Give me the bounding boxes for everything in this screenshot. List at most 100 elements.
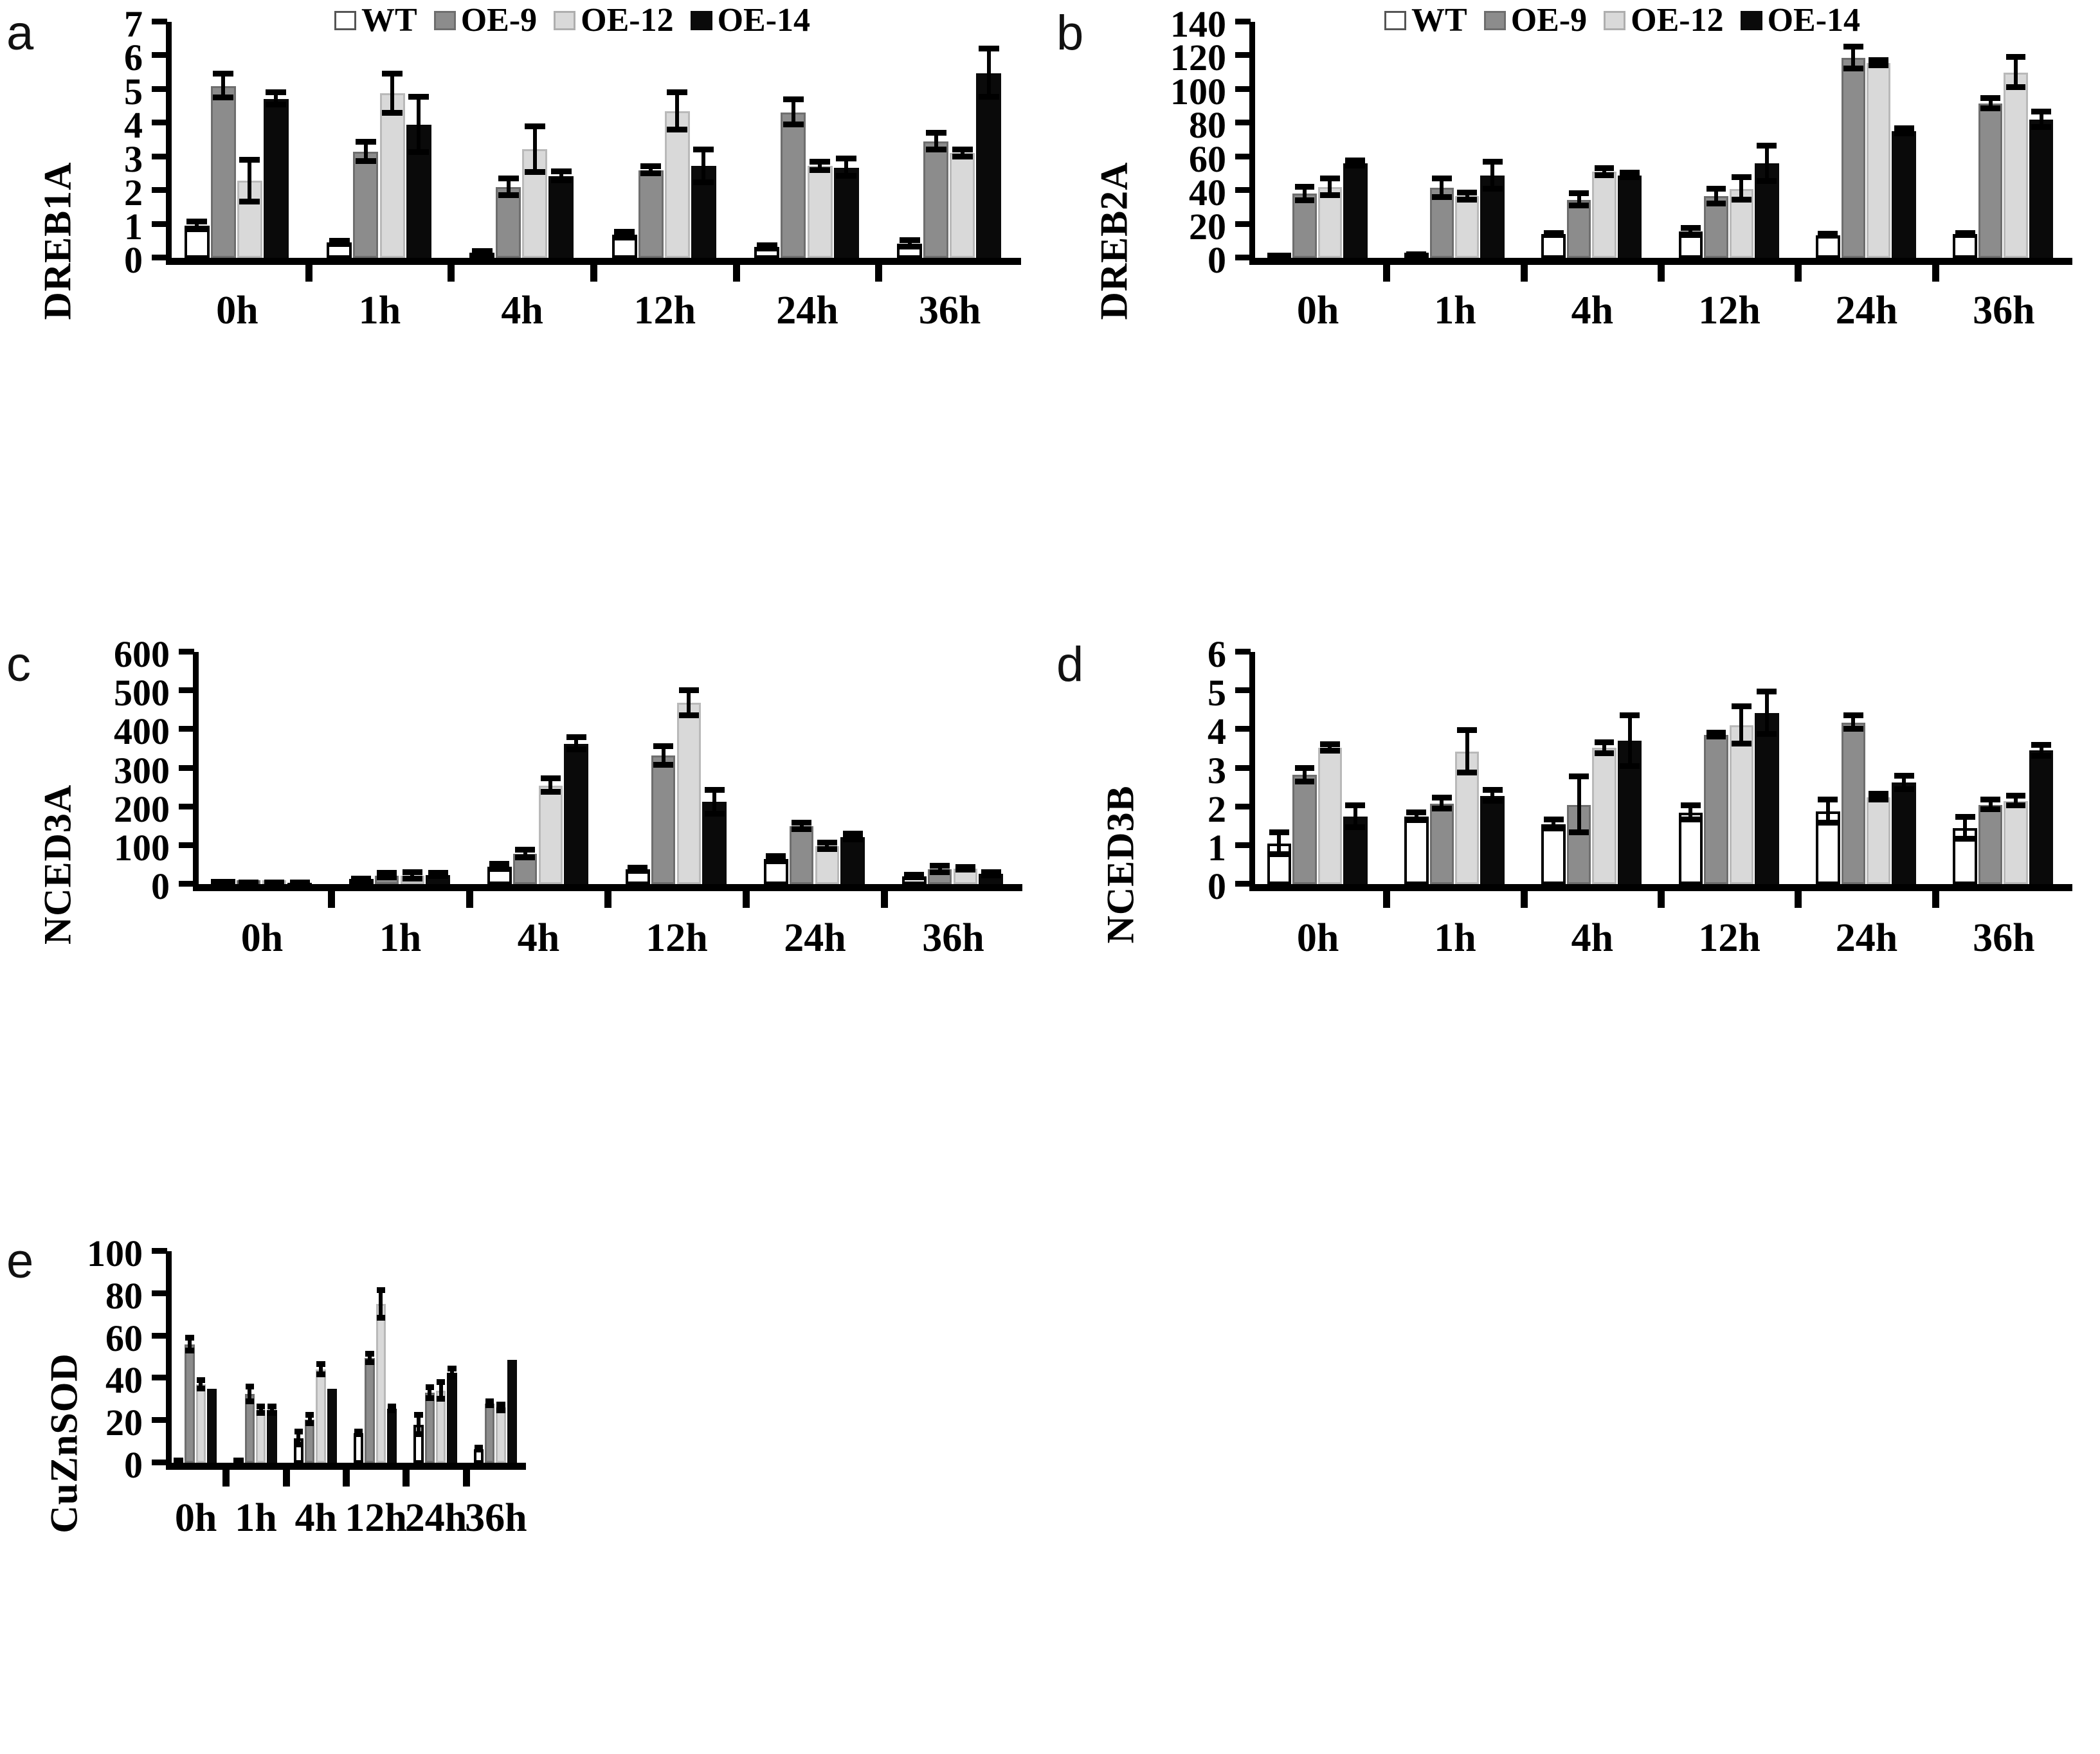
bar-a-0h-oe9: [210, 86, 236, 258]
error-bar-cap: [316, 1371, 325, 1378]
legend-item-oe-14: OE-14: [1740, 2, 1861, 39]
error-bar: [368, 1353, 372, 1362]
y-axis-tick: [1235, 764, 1251, 771]
error-bar-cap: [540, 775, 561, 781]
error-bar-cap: [614, 235, 635, 241]
error-bar: [363, 142, 368, 161]
bar-e-24h-oe9: [424, 1393, 435, 1463]
x-axis-category-label: 0h: [1296, 916, 1339, 960]
error-bar-cap: [1894, 131, 1914, 137]
x-axis-tick: [1383, 891, 1391, 908]
bar-a-24h-oe9: [781, 112, 806, 258]
error-bar-cap: [667, 126, 688, 132]
legend-swatch-icon: [1604, 11, 1626, 30]
error-bar-cap: [925, 130, 946, 136]
error-bar-cap: [1869, 62, 1889, 69]
error-bar-cap: [1431, 795, 1452, 801]
error-bar-cap: [899, 237, 920, 243]
x-axis-spine: [166, 1463, 526, 1470]
error-bar-cap: [196, 1377, 206, 1383]
x-axis-category-label: 1h: [379, 916, 422, 960]
legend-label: OE-14: [1767, 2, 1861, 39]
error-bar-cap: [640, 170, 662, 176]
error-bar: [818, 162, 822, 170]
legend-item-oe-9: OE-9: [433, 4, 537, 37]
x-axis-tick: [1658, 265, 1665, 282]
error-bar-cap: [256, 1403, 266, 1409]
bar-c-4h-oe12: [538, 785, 563, 884]
bar-e-1h-wt: [233, 1458, 244, 1463]
error-bar-cap: [640, 163, 662, 170]
error-bar-cap: [485, 1398, 494, 1404]
x-axis-category-label: 1h: [235, 1496, 277, 1540]
y-axis-tick-label: 80: [1189, 104, 1226, 147]
error-bar-cap: [1269, 829, 1289, 835]
error-bar-cap: [1457, 770, 1478, 776]
bar-d-1h-oe9: [1429, 803, 1454, 884]
error-bar-cap: [766, 853, 786, 860]
y-axis-tick: [152, 1375, 167, 1381]
bar-b-36h-wt: [1953, 234, 1977, 258]
y-axis-tick-label: 100: [1170, 70, 1226, 113]
error-bar-cap: [1569, 773, 1589, 780]
y-axis-tick: [179, 842, 194, 848]
error-bar: [428, 1388, 432, 1398]
x-axis-category-label: 0h: [216, 289, 258, 332]
error-bar: [1465, 730, 1469, 773]
x-axis-tick: [222, 1470, 230, 1487]
y-axis-tick-label: 1: [1208, 826, 1226, 869]
error-bar-cap: [540, 789, 561, 795]
x-axis-category-label: 0h: [174, 1496, 217, 1540]
y-axis-tick-label: 4: [124, 104, 143, 147]
error-bar-cap: [704, 810, 725, 817]
x-axis-spine: [1249, 884, 2072, 891]
error-bar-cap: [1843, 726, 1863, 732]
error-bar: [532, 126, 537, 172]
bar-a-12h-oe12: [664, 111, 690, 258]
legend-label: OE-14: [717, 2, 811, 39]
y-axis-tick-label: 0: [1208, 239, 1226, 281]
error-bar: [296, 1432, 301, 1445]
error-bar-cap: [485, 1402, 494, 1409]
error-bar-cap: [245, 1383, 255, 1389]
error-bar-cap: [186, 226, 208, 233]
error-bar-cap: [1482, 185, 1503, 192]
error-bar: [439, 1382, 443, 1400]
bar-b-4h-oe9: [1566, 199, 1591, 258]
bar-b-36h-oe14: [2029, 120, 2054, 258]
bar-e-0h-oe14: [206, 1388, 217, 1463]
error-bar-cap: [1894, 772, 1914, 779]
error-bar-cap: [1843, 44, 1863, 50]
y-axis-tick: [152, 255, 167, 260]
error-bar: [1465, 193, 1469, 200]
error-bar-cap: [1706, 201, 1726, 207]
error-bar-cap: [955, 867, 975, 873]
error-bar: [2014, 57, 2018, 88]
error-bar-cap: [2031, 742, 2051, 748]
y-axis-spine: [166, 1251, 172, 1470]
x-axis-category-label: 12h: [646, 916, 708, 960]
error-bar: [1490, 161, 1495, 189]
y-axis-tick: [179, 764, 194, 771]
error-bar-cap: [267, 1409, 276, 1416]
error-bar-cap: [756, 242, 777, 248]
panel-e-plot-area: 0 20 40 60 80 100: [87, 1235, 526, 1487]
error-bar-cap: [810, 167, 830, 173]
x-axis-category-label: 0h: [240, 916, 284, 960]
y-axis-tick: [1235, 881, 1251, 887]
y-axis-tick: [179, 726, 194, 732]
legend-item-wt: WT: [334, 4, 417, 37]
error-bar-cap: [316, 1361, 325, 1368]
error-bar: [523, 850, 527, 858]
error-bar-cap: [566, 734, 586, 740]
y-axis-tick: [152, 1417, 167, 1424]
x-axis-tick: [448, 265, 455, 282]
error-bar-cap: [414, 1431, 423, 1437]
bar-d-4h-oe9: [1566, 804, 1591, 884]
y-axis-tick: [152, 19, 167, 24]
error-bar-cap: [515, 847, 536, 853]
error-bar-cap: [783, 122, 804, 128]
bar-b-4h-oe12: [1592, 172, 1616, 258]
y-axis-spine: [166, 22, 172, 265]
